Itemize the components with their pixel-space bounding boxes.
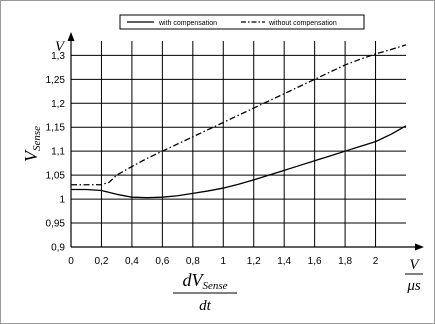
x-tick-label: 0 [68,256,74,267]
x-axis-arrow [415,243,424,251]
x-tick-label: 1,4 [277,256,291,267]
y-tick-label: 1 [59,195,65,206]
x-tick-label: 1,6 [308,256,322,267]
x-tick-label: 0,6 [155,256,169,267]
y-axis-label-base: V [21,149,41,162]
x-unit-denominator: μs [406,278,421,294]
y-tick-label: 1,2 [51,99,65,110]
y-tick-label: 1,15 [46,123,66,134]
x-axis-label-denominator: dt [199,298,212,314]
series-line-without-compensation [71,44,407,186]
y-tick-label: 0,95 [46,219,66,230]
legend-label-without-compensation: without compensation [268,20,337,27]
x-tick-label: 1 [220,256,226,267]
x-tick-label: 1,2 [247,256,261,267]
legend: with compensation without compensation [119,14,365,30]
y-unit-label: V [55,39,66,55]
y-axis-arrow [67,32,75,41]
series-group [71,44,407,199]
x-unit-numerator: V [409,257,420,273]
axes: 0 0,2 0,4 0,6 0,8 1 1,2 1,4 1,6 1,8 2 0,9 0,95 1 1,05 1… [21,32,424,314]
x-axis-label-numerator-base: dV [182,270,204,290]
x-tick-label: 1,8 [338,256,352,267]
y-tick-label: 1,25 [46,75,66,86]
y-tick-label: 1,3 [51,51,65,62]
y-tick-label: 0,9 [51,243,65,254]
x-axis-label-numerator-sub: Sense [202,280,227,292]
y-tick-label: 1,05 [46,171,66,182]
x-axis-label-numerator: dVSense [182,270,227,292]
series-line-with-compensation [71,125,407,199]
y-axis-label-sub: Sense [31,126,43,151]
grid [71,41,406,247]
x-tick-label: 0,4 [125,256,139,267]
x-tick-label: 0,2 [95,256,109,267]
legend-label-with-compensation: with compensation [158,20,217,27]
y-tick-label: 1,1 [51,147,65,158]
x-tick-label: 2 [373,256,379,267]
x-tick-label: 0,8 [186,256,200,267]
y-axis-label: VSense [21,126,43,162]
